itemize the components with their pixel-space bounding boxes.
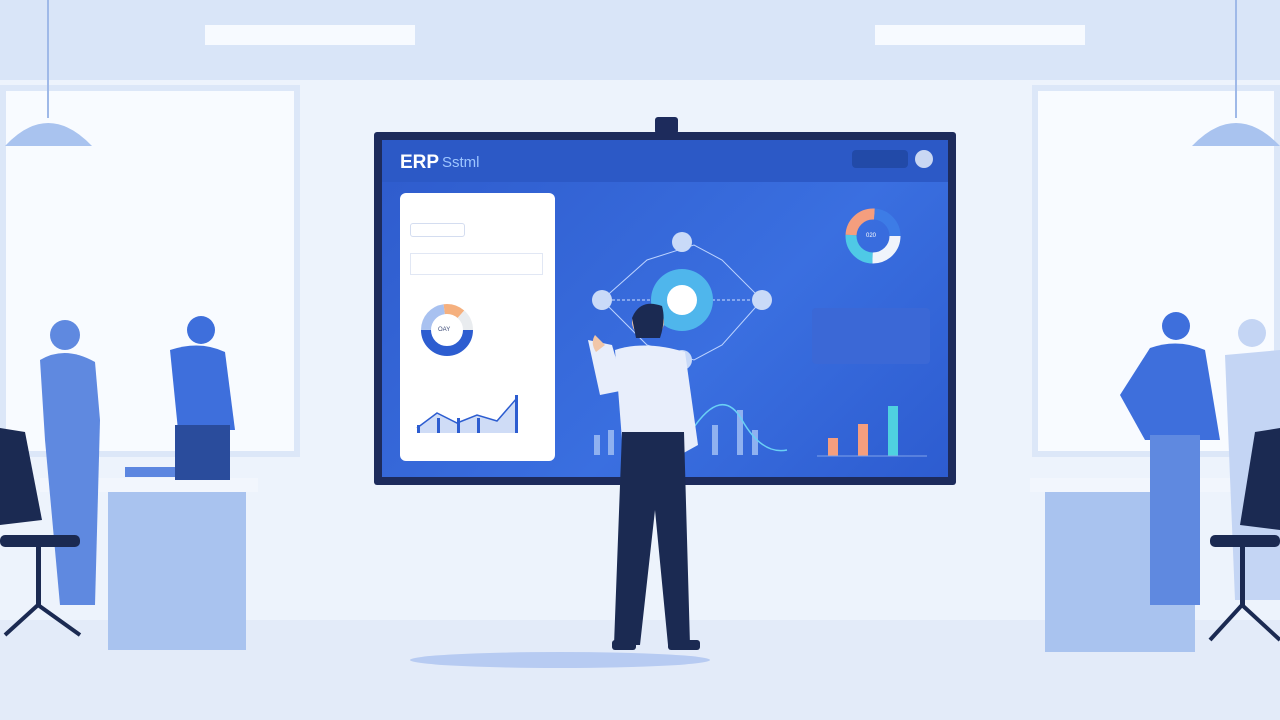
right-donut-center: 020 bbox=[866, 233, 877, 239]
left-man bbox=[170, 316, 235, 480]
left-office-chair bbox=[0, 428, 82, 637]
center-bar-line-chart bbox=[594, 403, 788, 455]
right-office-chair bbox=[1208, 428, 1280, 642]
presenting-man bbox=[588, 303, 700, 650]
app-subtitle: Sstml bbox=[442, 154, 480, 171]
avatar[interactable] bbox=[915, 150, 933, 168]
left-panel-card: OAY bbox=[400, 193, 555, 461]
ceiling-light bbox=[875, 25, 1085, 45]
right-donut-chart bbox=[845, 208, 901, 264]
ceiling-light bbox=[205, 25, 415, 45]
right-bar-chart bbox=[817, 406, 927, 457]
floor-shadow bbox=[410, 652, 710, 668]
info-card bbox=[812, 308, 930, 364]
camera bbox=[655, 117, 678, 134]
left-donut-center: OAY bbox=[438, 327, 451, 333]
dashboard-header: ERP Sstml bbox=[382, 140, 948, 182]
workflow-diagram bbox=[592, 232, 772, 370]
pendant-lamps bbox=[5, 0, 1280, 146]
filter-dropdown[interactable] bbox=[410, 223, 465, 237]
right-man bbox=[1120, 312, 1220, 605]
left-line-bar-chart bbox=[416, 395, 518, 433]
stats-box bbox=[410, 253, 543, 275]
left-donut-chart bbox=[421, 304, 473, 356]
app-title: ERP bbox=[400, 152, 440, 173]
account-button[interactable] bbox=[852, 150, 908, 168]
left-woman bbox=[40, 320, 100, 605]
